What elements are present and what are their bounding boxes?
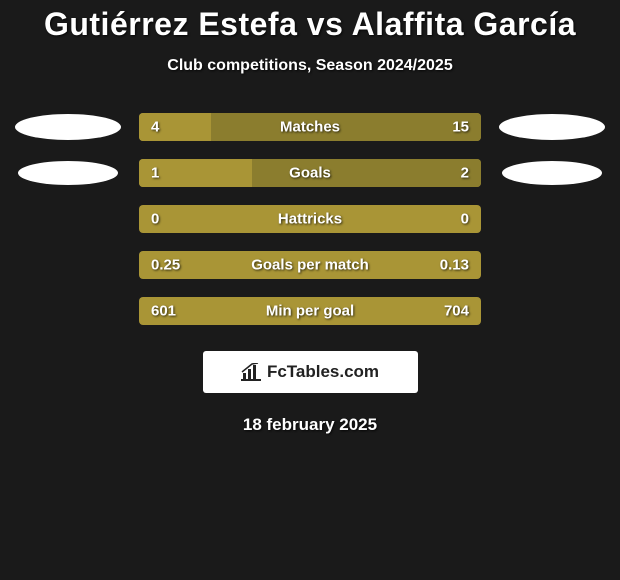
comparison-row: 4 Matches 15 bbox=[0, 113, 620, 141]
value-left: 601 bbox=[151, 303, 176, 320]
player-ellipse-left bbox=[15, 114, 121, 140]
bar-fill-left bbox=[139, 113, 211, 141]
subtitle: Club competitions, Season 2024/2025 bbox=[0, 57, 620, 75]
comparison-infographic: Gutiérrez Estefa vs Alaffita García Club… bbox=[0, 0, 620, 435]
value-right: 15 bbox=[452, 119, 469, 136]
stat-label: Matches bbox=[280, 119, 340, 136]
comparison-row: 0.25 Goals per match 0.13 bbox=[0, 251, 620, 279]
player-ellipse-left bbox=[18, 161, 118, 185]
stat-label: Hattricks bbox=[278, 211, 342, 228]
bar-fill-right bbox=[252, 159, 481, 187]
value-right: 2 bbox=[461, 165, 469, 182]
ellipse-col-right bbox=[499, 161, 605, 185]
comparison-row: 0 Hattricks 0 bbox=[0, 205, 620, 233]
stat-bar: 0.25 Goals per match 0.13 bbox=[139, 251, 481, 279]
value-right: 0 bbox=[461, 211, 469, 228]
page-title: Gutiérrez Estefa vs Alaffita García bbox=[0, 6, 620, 43]
stat-bar: 601 Min per goal 704 bbox=[139, 297, 481, 325]
bar-fill-right bbox=[211, 113, 481, 141]
comparison-rows: 4 Matches 15 1 Goals 2 0 Hattricks 0 0.25 Goals pe… bbox=[0, 113, 620, 325]
value-left: 0 bbox=[151, 211, 159, 228]
comparison-row: 601 Min per goal 704 bbox=[0, 297, 620, 325]
stat-label: Goals bbox=[289, 165, 331, 182]
value-right: 0.13 bbox=[440, 257, 469, 274]
stat-label: Min per goal bbox=[266, 303, 354, 320]
comparison-row: 1 Goals 2 bbox=[0, 159, 620, 187]
bar-chart-icon bbox=[241, 363, 261, 381]
player-ellipse-right bbox=[499, 114, 605, 140]
stat-bar: 4 Matches 15 bbox=[139, 113, 481, 141]
stat-label: Goals per match bbox=[251, 257, 369, 274]
ellipse-col-left bbox=[15, 114, 121, 140]
value-left: 1 bbox=[151, 165, 159, 182]
value-left: 4 bbox=[151, 119, 159, 136]
stat-bar: 0 Hattricks 0 bbox=[139, 205, 481, 233]
branding-text: FcTables.com bbox=[267, 362, 379, 382]
value-right: 704 bbox=[444, 303, 469, 320]
ellipse-col-right bbox=[499, 114, 605, 140]
branding-badge: FcTables.com bbox=[203, 351, 418, 393]
player-ellipse-right bbox=[502, 161, 602, 185]
ellipse-col-left bbox=[15, 161, 121, 185]
stat-bar: 1 Goals 2 bbox=[139, 159, 481, 187]
date-text: 18 february 2025 bbox=[0, 415, 620, 435]
value-left: 0.25 bbox=[151, 257, 180, 274]
